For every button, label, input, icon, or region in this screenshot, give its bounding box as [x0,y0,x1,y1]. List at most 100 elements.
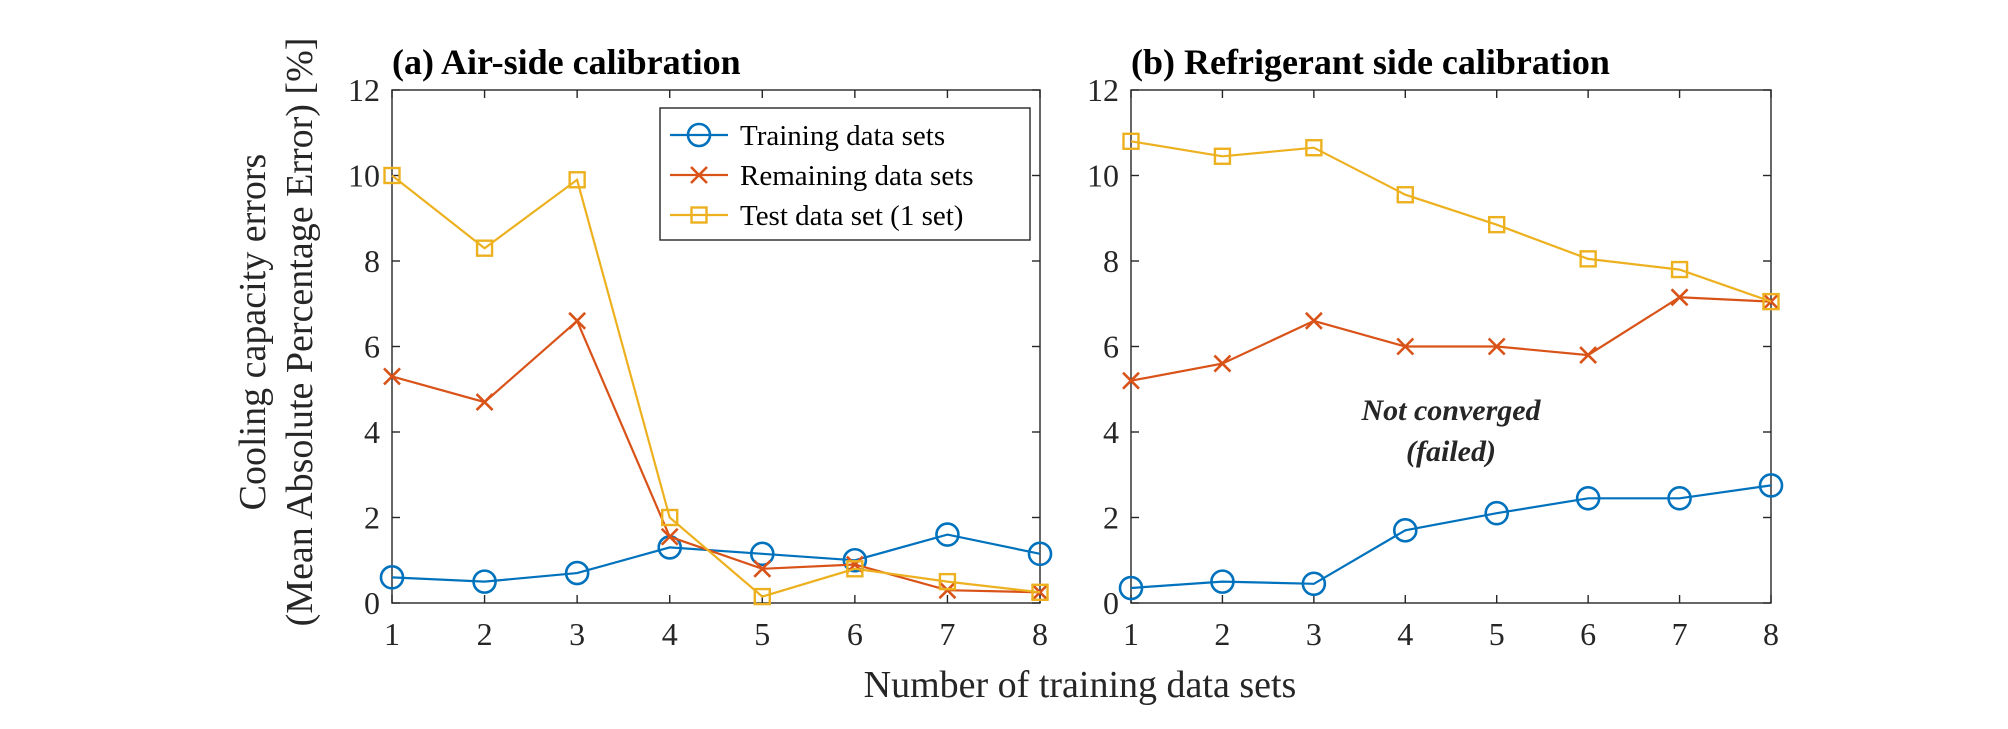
panel-a-point-training-data-sets [842,547,868,573]
panel-a-point-training-data-sets [472,569,497,594]
panel-b-y-tick-label: 12 [1087,72,1119,108]
panel-b-point-test-data-set-1-set [1213,147,1232,165]
panel-air-side: (a) Air-side calibration 1 2 3 4 5 6 7 80246810… [348,42,1053,652]
panel-b-point-training-data-sets [1210,569,1235,594]
panel-b-x-tick-label: 7 [1672,616,1688,652]
panel-b-point-remaining-data-sets [1122,371,1140,390]
panel-a-y-tick-label: 0 [364,585,380,621]
panel-b-x-tick-label: 5 [1489,616,1505,652]
panel-b-y-tick-label: 4 [1103,414,1119,450]
panel-b-point-test-data-set-1-set [1488,215,1506,234]
panel-b-x-tick-label: 8 [1763,616,1779,652]
panel-a-y-tick-label: 12 [348,72,380,108]
panel-b-point-remaining-data-sets [1487,337,1506,356]
legend-marker [690,206,708,224]
panel-a-point-training-data-sets [749,541,775,567]
panel-a-y-tick-label: 8 [364,243,380,279]
panel-a-x-tick-label: 1 [384,616,400,652]
legend-marker [690,166,708,184]
panel-a-point-remaining-data-sets [383,367,401,386]
panel-a-point-remaining-data-sets [1031,583,1049,602]
panel-a-x-tick-label: 4 [662,616,678,652]
panel-a-x-tick-label: 2 [477,616,493,652]
panel-b-line-test-data-set-1-set [1130,140,1772,303]
panel-a-point-training-data-sets [379,565,405,590]
panel-b-point-test-data-set-1-set [1762,292,1780,311]
panel-b-y-tick-label: 10 [1087,158,1119,194]
panel-b-title: (b) Refrigerant side calibration [1131,42,1610,82]
panel-b-point-remaining-data-sets [1579,346,1598,364]
panel-a-line-remaining-data-sets [391,319,1041,594]
panel-b-series-training-data-sets [1118,473,1784,601]
x-axis-title: Number of training data sets [864,664,1297,706]
panel-a-point-test-data-set-1-set [753,587,771,606]
panel-b-series-test-data-set-1-set [1122,132,1780,311]
panel-a-y-tick-label: 4 [364,414,380,450]
panel-b-x-tick-label: 3 [1306,616,1322,652]
panel-a-y-tick-label: 2 [364,500,380,536]
legend-label: Remaining data sets [740,160,974,192]
panel-b-point-remaining-data-sets [1670,288,1689,307]
panel-a-point-training-data-sets [935,522,960,547]
panel-a-point-remaining-data-sets [660,527,679,546]
panel-a-point-test-data-set-1-set [475,239,494,257]
legend-marker [686,122,712,148]
legend-entry-remaining-data-sets: Remaining data sets [670,160,974,192]
legend-entry-test-data-set-1-set: Test data set (1 set) [670,200,963,232]
annotation-not-converged: Not converged [1360,394,1541,427]
panel-b-y-tick-label: 2 [1103,500,1119,536]
panel-a-point-training-data-sets [564,560,590,586]
panel-b-point-training-data-sets [1758,473,1784,498]
panel-b-point-remaining-data-sets [1304,311,1323,330]
panel-b-y-tick-label: 6 [1103,329,1119,365]
panel-a-point-test-data-set-1-set [568,171,586,189]
y-axis-title-line2: (Mean Absolute Percentage Error) [%] [279,38,321,627]
panel-a-series-remaining-data-sets [383,311,1049,602]
panel-b-point-training-data-sets [1392,518,1418,543]
panel-b-point-test-data-set-1-set [1579,250,1597,268]
panel-a-x-tick-label: 7 [939,616,955,652]
panel-a-y-tick-label: 6 [364,329,380,365]
panel-a-series-test-data-set-1-set [383,166,1049,606]
panel-b-point-training-data-sets [1667,485,1692,511]
panel-b-line-remaining-data-sets [1130,296,1772,382]
panel-a-point-test-data-set-1-set [1031,583,1049,602]
panel-b-y-tick-label: 8 [1103,243,1119,279]
panel-b-line-training-data-sets [1130,484,1772,590]
panel-b-point-test-data-set-1-set [1122,132,1140,151]
panel-a-x-tick-label: 6 [847,616,863,652]
panel-refrigerant-side: (b) Refrigerant side calibration Not con… [1087,42,1784,652]
panel-b-point-training-data-sets [1118,575,1144,601]
legend: Training data sets Remaining data sets Tes… [659,107,1031,241]
panel-a-point-remaining-data-sets [568,311,587,330]
legend-entry-training-data-sets: Training data sets [670,120,945,152]
panel-b-x-tick-label: 4 [1397,616,1413,652]
panel-b-point-training-data-sets [1575,485,1601,511]
panel-b-point-remaining-data-sets [1213,354,1232,373]
panel-a-y-tick-label: 10 [348,158,380,194]
panel-b-x-tick-label: 1 [1123,616,1139,652]
panel-b-point-remaining-data-sets [1396,337,1415,356]
panel-b-point-training-data-sets [1484,500,1510,526]
panel-a-x-tick-label: 8 [1032,616,1048,652]
legend-label: Training data sets [740,120,945,152]
panel-a-point-test-data-set-1-set [383,166,401,185]
y-axis-title-line1: Cooling capacity errors [232,154,274,511]
panel-b-x-tick-label: 2 [1214,616,1230,652]
panel-b-point-remaining-data-sets [1762,292,1780,311]
panel-a-series-training-data-sets [379,522,1053,594]
panel-a-point-test-data-set-1-set [846,560,864,578]
panel-a-line-test-data-set-1-set [391,174,1041,598]
annotation-failed: (failed) [1406,435,1496,468]
panel-a-point-test-data-set-1-set [938,572,957,591]
panel-b-y-tick-label: 0 [1103,585,1119,621]
panel-a-point-remaining-data-sets [475,393,494,411]
panel-b-point-test-data-set-1-set [1305,139,1323,157]
legend-label: Test data set (1 set) [740,200,963,232]
panel-a-x-tick-label: 5 [754,616,770,652]
panel-b-point-test-data-set-1-set [1396,186,1414,204]
panel-b-point-test-data-set-1-set [1670,260,1689,279]
panel-a-point-training-data-sets [1027,541,1053,567]
panel-a-point-test-data-set-1-set [661,508,679,527]
